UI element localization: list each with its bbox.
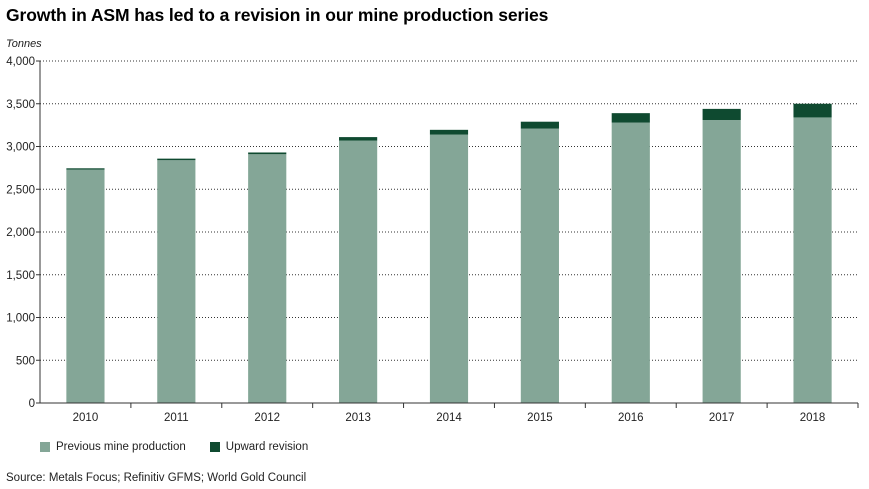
x-tick-label: 2011: [164, 412, 189, 424]
bar-previous-production: [793, 117, 832, 404]
x-tick-label: 2016: [618, 412, 644, 424]
bar-previous-production: [611, 122, 650, 403]
y-tick-label: 4,000: [6, 56, 35, 68]
y-tick-labels: 0 500 1,000 1,500 2,000 2,500 3,000 3,500 4,000: [6, 56, 35, 410]
y-tick-label: 0: [29, 398, 35, 410]
y-tick-label: 1,000: [6, 313, 35, 325]
y-tick-label: 500: [16, 355, 35, 367]
x-tick-label: 2014: [436, 412, 462, 424]
bar-upward-revision: [248, 152, 287, 155]
x-tick-labels: 2010 2011 2012 2013 2014 2015 2016 2017 2018: [73, 412, 826, 424]
y-tick-label: 3,000: [6, 142, 35, 154]
bar-previous-production: [157, 160, 196, 403]
bar-previous-production: [248, 154, 287, 403]
bar-upward-revision: [793, 103, 832, 118]
x-tick-label: 2017: [709, 412, 735, 424]
bars: [66, 103, 832, 404]
y-axis-unit-label: Tonnes: [6, 38, 42, 50]
legend-label-previous: Previous mine production: [56, 441, 186, 453]
legend: Previous mine production Upward revision: [40, 441, 308, 453]
legend-swatch-previous: [40, 442, 50, 452]
bar-previous-production: [66, 169, 105, 403]
bar-upward-revision: [702, 108, 741, 120]
x-tick-label: 2012: [254, 412, 280, 424]
y-tick-label: 1,500: [6, 270, 35, 282]
x-tick-label: 2010: [73, 412, 99, 424]
y-tick-label: 2,000: [6, 227, 35, 239]
bar-upward-revision: [339, 137, 378, 141]
bar-upward-revision: [611, 113, 650, 123]
y-tick-label: 2,500: [6, 184, 35, 196]
bar-previous-production: [429, 134, 469, 403]
legend-item-previous: Previous mine production: [40, 441, 186, 453]
bar-previous-production: [702, 119, 741, 404]
bar-upward-revision: [520, 121, 559, 129]
chart-title: Growth in ASM has led to a revision in o…: [6, 5, 549, 25]
bar-upward-revision: [157, 158, 196, 161]
bar-upward-revision: [429, 129, 469, 135]
legend-label-revision: Upward revision: [225, 441, 309, 453]
y-tick-label: 3,500: [6, 99, 35, 111]
source-note: Source: Metals Focus; Refinitiv GFMS; Wo…: [6, 472, 307, 484]
bar-previous-production: [339, 140, 378, 403]
x-tick-label: 2018: [800, 412, 826, 424]
x-tick-label: 2015: [527, 412, 553, 424]
bar-upward-revision: [66, 168, 105, 170]
legend-swatch-revision: [209, 442, 220, 452]
x-tick-label: 2013: [345, 412, 371, 424]
bar-previous-production: [520, 128, 559, 404]
legend-item-revision: Upward revision: [209, 441, 309, 453]
axes: [36, 60, 859, 408]
